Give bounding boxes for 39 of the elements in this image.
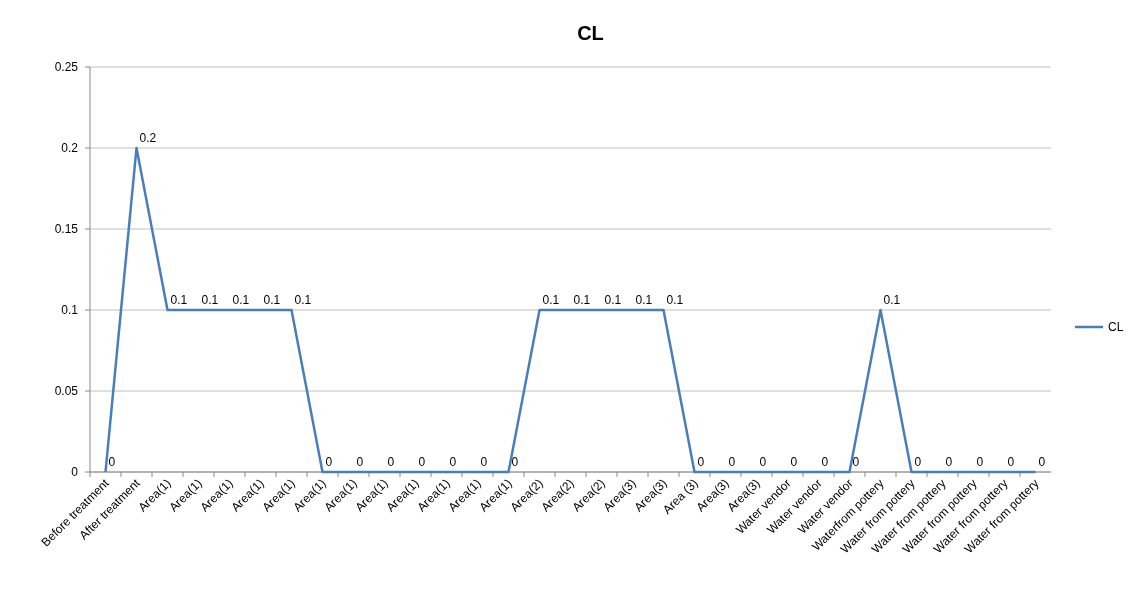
data-label: 0.1 <box>201 293 219 307</box>
data-label: 0.1 <box>604 293 622 307</box>
data-label: 0 <box>697 455 705 469</box>
y-tick-label: 0.05 <box>54 384 79 398</box>
y-tick-label: 0 <box>71 465 79 479</box>
data-label: 0 <box>356 455 364 469</box>
chart-title: CL <box>577 22 604 44</box>
legend-label: CL <box>1108 320 1124 334</box>
data-label: 0 <box>759 455 767 469</box>
data-label: 0 <box>325 455 333 469</box>
data-label: 0 <box>821 455 829 469</box>
data-label: 0.1 <box>666 293 684 307</box>
data-label: 0 <box>387 455 395 469</box>
data-label: 0 <box>852 455 860 469</box>
y-tick-label: 0.25 <box>54 60 79 74</box>
data-label: 0 <box>945 455 953 469</box>
data-label: 0 <box>108 455 116 469</box>
y-tick-label: 0.1 <box>61 303 79 317</box>
data-label: 0 <box>790 455 798 469</box>
data-label: 0 <box>418 455 426 469</box>
data-label: 0.1 <box>542 293 560 307</box>
data-label: 0.1 <box>573 293 591 307</box>
data-label: 0.1 <box>232 293 250 307</box>
y-tick-label: 0.2 <box>61 141 79 155</box>
data-label: 0.1 <box>635 293 653 307</box>
data-label: 0 <box>914 455 922 469</box>
data-label: 0.2 <box>139 131 157 145</box>
data-label: 0.1 <box>263 293 281 307</box>
data-label: 0 <box>976 455 984 469</box>
data-label: 0 <box>511 455 519 469</box>
data-label: 0 <box>449 455 457 469</box>
data-label: 0 <box>1038 455 1046 469</box>
data-label: 0 <box>480 455 488 469</box>
y-tick-label: 0.15 <box>54 222 79 236</box>
data-label: 0.1 <box>294 293 312 307</box>
data-label: 0 <box>728 455 736 469</box>
data-label: 0.1 <box>170 293 188 307</box>
data-label: 0.1 <box>883 293 901 307</box>
data-label: 0 <box>1007 455 1015 469</box>
